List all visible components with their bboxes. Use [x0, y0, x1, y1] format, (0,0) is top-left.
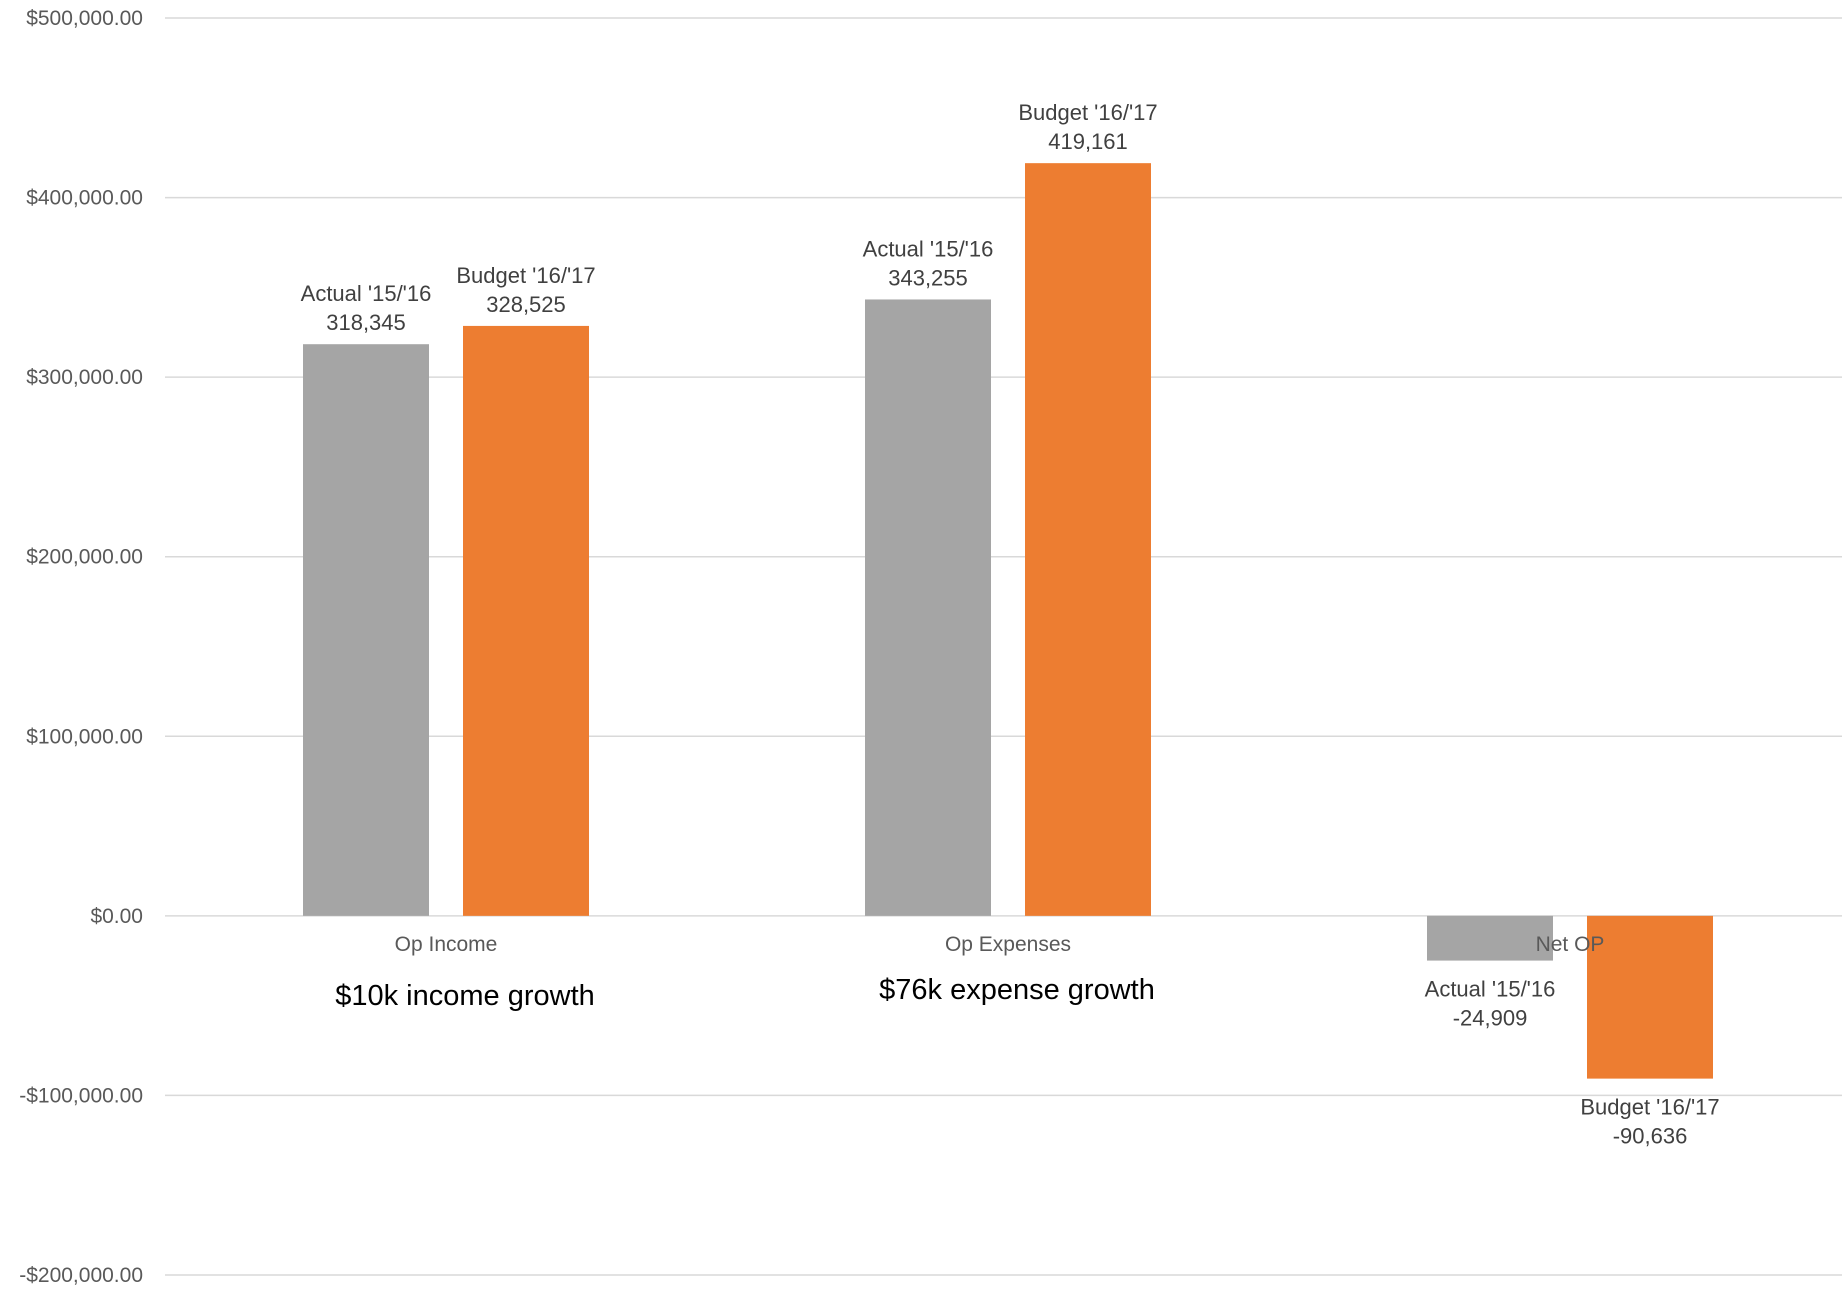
data-label-value: -24,909 [1453, 1006, 1528, 1031]
data-label-value: 318,345 [326, 310, 406, 335]
y-tick-label: $500,000.00 [26, 7, 143, 30]
x-axis: Op Income Op Expenses Net OP [395, 933, 1605, 956]
y-tick-label: -$100,000.00 [19, 1084, 143, 1107]
y-tick-label: $100,000.00 [26, 725, 143, 748]
bars [303, 163, 1713, 1079]
annotations: $10k income growth $76k expense growth [335, 974, 1155, 1012]
bar-budget-16-17-op-expenses [1025, 163, 1151, 916]
annotation-op-income: $10k income growth [335, 980, 595, 1012]
data-label-series: Actual '15/'16 [863, 236, 994, 261]
annotation-op-expenses: $76k expense growth [879, 974, 1155, 1006]
data-label-value: -90,636 [1613, 1124, 1688, 1149]
bar-budget-16-17-op-income [463, 325, 589, 916]
y-tick-label: $200,000.00 [26, 546, 143, 569]
y-axis: $500,000.00 $400,000.00 $300,000.00 $200,00… [19, 7, 143, 1287]
data-label-value: 328,525 [486, 292, 566, 317]
gridlines [165, 17, 1842, 1276]
data-label-series: Budget '16/'17 [1580, 1095, 1719, 1120]
bar-actual-15-16-op-income [303, 344, 429, 916]
data-label-series: Actual '15/'16 [301, 281, 432, 306]
y-tick-label: $400,000.00 [26, 187, 143, 210]
y-tick-label: -$200,000.00 [19, 1264, 143, 1287]
y-tick-label: $300,000.00 [26, 366, 143, 389]
y-tick-label: $0.00 [90, 905, 143, 928]
category-label-net-op: Net OP [1536, 933, 1605, 956]
bar-budget-16-17-net-op [1587, 915, 1713, 1079]
bar-actual-15-16-op-expenses [865, 299, 991, 916]
data-label-value: 343,255 [888, 265, 968, 290]
data-label-series: Budget '16/'17 [456, 263, 595, 288]
data-label-series: Budget '16/'17 [1018, 100, 1157, 125]
data-label-value: 419,161 [1048, 129, 1128, 154]
category-label-op-income: Op Income [395, 933, 498, 956]
category-label-op-expenses: Op Expenses [945, 933, 1071, 956]
data-label-series: Actual '15/'16 [1425, 977, 1556, 1002]
bar-actual-15-16-net-op [1427, 915, 1553, 961]
data-labels: Actual '15/'16 318,345 Budget '16/'17 328,5… [301, 100, 1720, 1148]
